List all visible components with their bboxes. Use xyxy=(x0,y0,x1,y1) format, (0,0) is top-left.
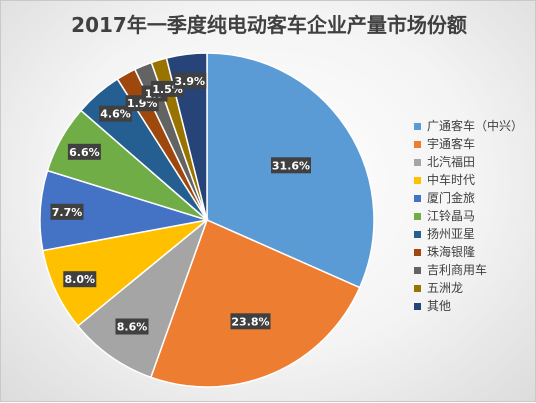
legend-swatch xyxy=(414,266,421,274)
legend-item: 其他 xyxy=(414,297,523,315)
data-label-box xyxy=(50,203,84,220)
data-label-text: 8.0% xyxy=(65,273,96,286)
pie-slices xyxy=(39,52,375,388)
data-label-3: 8.6% xyxy=(115,318,149,335)
legend-item: 北汽福田 xyxy=(414,153,523,171)
data-label-1: 31.6% xyxy=(271,157,311,174)
data-label-text: 4.6% xyxy=(100,108,131,121)
legend-item: 五洲龙 xyxy=(414,279,523,297)
legend-label: 江铃晶马 xyxy=(427,209,476,223)
legend-item: 厦门金旅 xyxy=(414,189,523,207)
legend-label: 广通客车（中兴） xyxy=(427,119,524,133)
data-label-box xyxy=(173,72,207,89)
legend-swatch xyxy=(414,230,421,238)
legend-label: 中车时代 xyxy=(427,173,476,187)
legend-swatch xyxy=(414,194,421,202)
legend-label: 厦门金旅 xyxy=(427,191,476,205)
legend-item: 江铃晶马 xyxy=(414,207,523,225)
legend-label: 宇通客车 xyxy=(427,137,476,151)
legend-swatch xyxy=(414,284,421,292)
pie-data-labels: 31.6%23.8%8.6%8.0%7.7%6.6%4.6%1.9%1.71.5… xyxy=(50,72,311,335)
legend-swatch xyxy=(414,248,421,256)
legend: 广通客车（中兴） 宇通客车北汽福田中车时代厦门金旅江铃晶马扬州亚星珠海银隆吉利商用… xyxy=(414,117,523,315)
data-label-box xyxy=(67,143,101,160)
data-label-box xyxy=(99,105,132,122)
legend-swatch xyxy=(414,122,421,130)
legend-label: 吉利商用车 xyxy=(427,263,488,277)
legend-label: 北汽福田 xyxy=(427,155,476,169)
legend-swatch xyxy=(414,212,421,220)
data-label-text: 31.6% xyxy=(272,159,310,172)
legend-swatch xyxy=(414,140,421,148)
data-label-box xyxy=(230,313,271,330)
data-label-box xyxy=(115,318,149,335)
legend-label: 五洲龙 xyxy=(427,281,464,295)
legend-item: 宇通客车 xyxy=(414,135,523,153)
legend-item: 珠海银隆 xyxy=(414,243,523,261)
pie-slice-3 xyxy=(76,217,209,379)
data-label-4: 8.0% xyxy=(63,271,97,288)
pie-slice-2 xyxy=(149,218,361,388)
data-label-text: 7.7% xyxy=(52,206,83,219)
legend-item: 广通客车（中兴） xyxy=(414,117,523,135)
data-label-11: 3.9% xyxy=(173,72,207,89)
data-label-7: 4.6% xyxy=(99,105,132,122)
legend-item: 扬州亚星 xyxy=(414,225,523,243)
legend-swatch xyxy=(414,302,421,310)
data-label-text: 6.6% xyxy=(69,146,100,159)
data-label-text: 8.6% xyxy=(117,321,148,334)
data-label-text: 23.8% xyxy=(231,315,269,328)
legend-swatch xyxy=(414,158,421,166)
legend-item: 吉利商用车 xyxy=(414,261,523,279)
legend-label: 其他 xyxy=(427,299,452,313)
legend-swatch xyxy=(414,176,421,184)
data-label-box xyxy=(63,271,97,288)
legend-label: 扬州亚星 xyxy=(427,227,476,241)
data-label-box xyxy=(271,157,311,174)
chart-title: 2017年一季度纯电动客车企业产量市场份额 xyxy=(71,13,467,37)
data-label-text: 3.9% xyxy=(175,75,206,88)
legend-item: 中车时代 xyxy=(414,171,523,189)
data-label-6: 6.6% xyxy=(67,143,101,160)
data-label-2: 23.8% xyxy=(230,313,271,330)
legend-label: 珠海银隆 xyxy=(427,245,476,259)
data-label-5: 7.7% xyxy=(50,203,84,220)
